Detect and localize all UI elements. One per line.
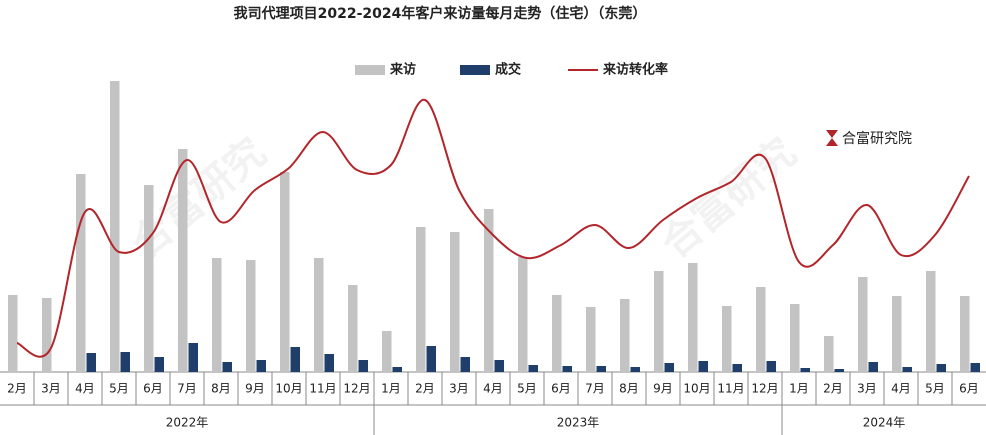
x-tick-label: 10月 [275, 382, 302, 396]
x-tick-label: 7月 [585, 382, 605, 396]
group-label: 2023年 [557, 416, 600, 430]
line [16, 98, 970, 358]
x-tick-label: 1月 [789, 382, 809, 396]
bar [766, 361, 776, 372]
bar [178, 149, 188, 372]
x-tick-label: 5月 [109, 382, 129, 396]
bar [154, 357, 164, 372]
bar [144, 185, 154, 372]
bar [834, 369, 844, 372]
bar [494, 360, 504, 372]
x-tick-label: 8月 [211, 382, 231, 396]
x-tick-label: 11月 [309, 382, 336, 396]
watermark: 合富研究 [653, 129, 805, 267]
bar [528, 365, 538, 372]
bar [926, 271, 936, 372]
bar [722, 306, 732, 372]
x-tick-label: 3月 [857, 382, 877, 396]
bar [314, 258, 324, 372]
bar [970, 363, 980, 372]
bar [552, 295, 562, 372]
bar [630, 367, 640, 372]
x-tick-label: 4月 [891, 382, 911, 396]
bar [246, 260, 256, 372]
x-tick-label: 4月 [75, 382, 95, 396]
logo-text: 合富研究院 [842, 130, 912, 147]
x-tick-label: 12月 [343, 382, 370, 396]
bar [110, 81, 120, 372]
legend-label: 来访转化率 [602, 62, 668, 78]
x-tick-label: 12月 [751, 382, 778, 396]
bar [562, 366, 572, 372]
bar [76, 174, 86, 372]
x-tick-label: 1月 [381, 382, 401, 396]
bar [790, 304, 800, 372]
x-tick-label: 9月 [653, 382, 673, 396]
bar [586, 307, 596, 372]
bar [416, 227, 426, 372]
bar [858, 277, 868, 372]
bar [868, 362, 878, 372]
bar [120, 352, 130, 372]
bar [756, 287, 766, 372]
x-tick-label: 8月 [619, 382, 639, 396]
chart-title: 我司代理项目2022-2024年客户来访量每月走势（住宅）（东莞） [234, 5, 647, 22]
x-tick-label: 3月 [41, 382, 61, 396]
bar [688, 263, 698, 372]
legend-label: 成交 [495, 62, 521, 78]
x-tick-label: 2月 [7, 382, 27, 396]
bar [426, 346, 436, 372]
x-tick-label: 9月 [245, 382, 265, 396]
bar [484, 209, 494, 372]
legend-swatch [355, 65, 385, 75]
x-tick-label: 6月 [143, 382, 163, 396]
bar [902, 367, 912, 372]
x-tick-label: 7月 [177, 382, 197, 396]
bar [620, 299, 630, 372]
bar [960, 296, 970, 372]
bar [698, 361, 708, 372]
group-label: 2024年 [863, 416, 906, 430]
bar [800, 368, 810, 372]
bar [8, 295, 18, 372]
bar [348, 285, 358, 372]
legend-label: 来访 [389, 62, 416, 78]
bar [664, 363, 674, 372]
bar [42, 298, 52, 372]
bar [212, 258, 222, 372]
x-tick-label: 10月 [683, 382, 710, 396]
x-tick-label: 2月 [823, 382, 843, 396]
bar [654, 271, 664, 372]
legend-swatch [460, 65, 490, 75]
bar [732, 364, 742, 372]
bar [290, 347, 300, 372]
x-tick-label: 3月 [449, 382, 469, 396]
bar [324, 354, 334, 372]
bar [460, 357, 470, 372]
bar [450, 232, 460, 372]
x-tick-label: 5月 [517, 382, 537, 396]
bar [936, 364, 946, 372]
logo-icon [826, 130, 838, 146]
bar [382, 331, 392, 372]
bar [892, 296, 902, 372]
bar [256, 360, 266, 372]
x-tick-label: 2月 [415, 382, 435, 396]
bar [358, 360, 368, 372]
bar [392, 367, 402, 372]
bar [518, 257, 528, 372]
bar [280, 172, 290, 372]
x-tick-label: 6月 [551, 382, 571, 396]
group-label: 2022年 [166, 416, 209, 430]
bar [596, 366, 606, 372]
x-tick-label: 4月 [483, 382, 503, 396]
bar [188, 343, 198, 372]
x-tick-label: 6月 [959, 382, 979, 396]
x-tick-label: 5月 [925, 382, 945, 396]
x-tick-label: 11月 [717, 382, 744, 396]
bar [824, 336, 834, 372]
bar [86, 353, 96, 372]
bar [222, 362, 232, 372]
